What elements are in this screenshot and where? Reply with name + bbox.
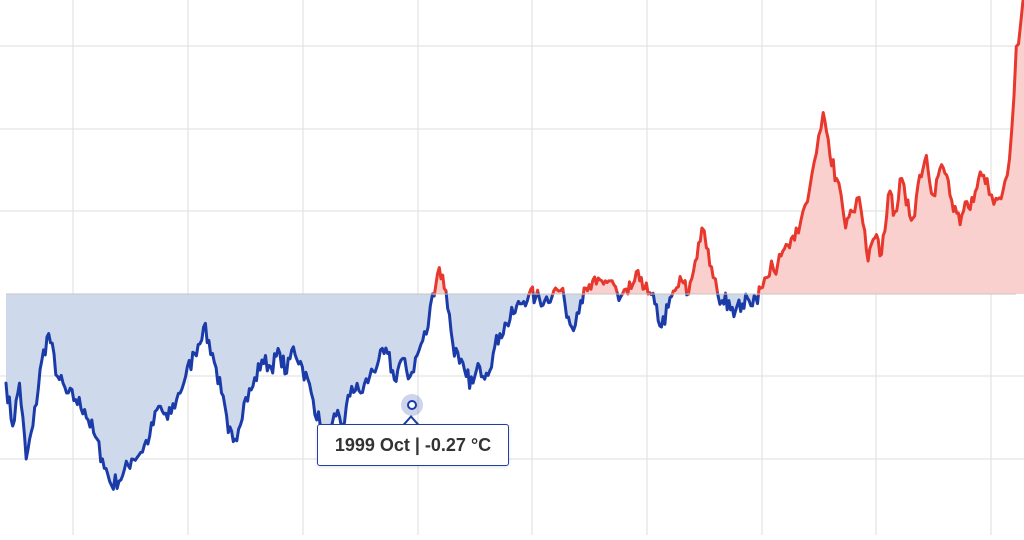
- line-layer: [6, 0, 1024, 489]
- marker-layer[interactable]: [401, 394, 423, 416]
- hover-point-marker[interactable]: [408, 401, 416, 409]
- area-above-baseline: [759, 0, 1024, 294]
- area-above-baseline: [689, 228, 718, 294]
- data-tooltip: 1999 Oct | -0.27 °C: [317, 424, 509, 466]
- tooltip-label: 1999 Oct | -0.27 °C: [335, 435, 491, 456]
